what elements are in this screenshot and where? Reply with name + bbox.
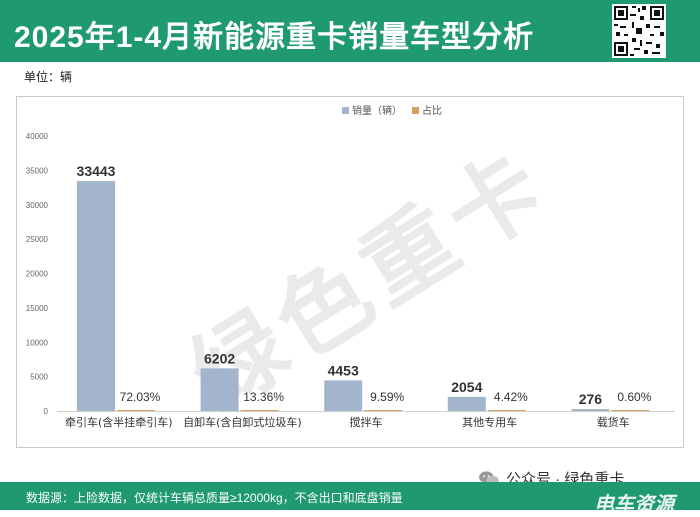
bar-chart: 绿色重卡 销量（辆） 占比 05000100001500020000250003… bbox=[26, 104, 675, 432]
bar-sales-value-label: 2054 bbox=[451, 379, 482, 395]
x-category-label: 其他专用车 bbox=[462, 415, 517, 429]
x-axis: 牵引车(含半挂牵引车) 自卸车(含自卸式垃圾车) 搅拌车 其他专用车 载货车 bbox=[65, 415, 630, 429]
bar-share-value-label: 0.60% bbox=[617, 390, 651, 404]
bar-sales bbox=[324, 380, 363, 411]
bar-share bbox=[117, 410, 155, 411]
legend-label-share: 占比 bbox=[422, 104, 442, 117]
y-tick-label: 30000 bbox=[26, 201, 49, 210]
bar-share bbox=[487, 410, 526, 411]
chart-panel: 绿色重卡 销量（辆） 占比 0 5000 10000 15000 20000 25000 3… bbox=[16, 96, 684, 448]
y-tick-label: 10000 bbox=[26, 338, 49, 347]
bar-share-value-label: 9.59% bbox=[370, 390, 404, 404]
x-category-label: 牵引车(含半挂牵引车) bbox=[65, 415, 173, 429]
y-tick-label: 5000 bbox=[30, 373, 48, 382]
bar-sales-value-label: 6202 bbox=[204, 350, 235, 366]
x-category-label: 载货车 bbox=[597, 415, 630, 429]
legend-swatch-sales bbox=[342, 107, 349, 114]
bar-share bbox=[240, 410, 279, 411]
bar-share bbox=[364, 410, 403, 411]
bar-share-value-label: 72.03% bbox=[120, 390, 161, 404]
header-banner: 2025年1-4月新能源重卡销量车型分析 bbox=[0, 0, 700, 62]
footer-bar: 数据源：上险数据，仅统计车辆总质量≥12000kg，不含出口和底盘销量 bbox=[0, 482, 700, 510]
page-title: 2025年1-4月新能源重卡销量车型分析 bbox=[14, 21, 535, 54]
x-category-label: 自卸车(含自卸式垃圾车) bbox=[183, 415, 302, 429]
y-tick-label: 0 bbox=[44, 407, 49, 416]
y-tick-label: 20000 bbox=[26, 270, 49, 279]
y-tick-label: 35000 bbox=[26, 166, 49, 175]
bar-share bbox=[611, 410, 650, 411]
bar-sales bbox=[447, 396, 486, 411]
y-tick-label: 15000 bbox=[26, 304, 49, 313]
unit-label: 单位：辆 bbox=[24, 70, 73, 84]
legend-label-sales: 销量（辆） bbox=[352, 104, 402, 117]
legend-swatch-share bbox=[412, 107, 419, 114]
bar-share-value-label: 13.36% bbox=[243, 390, 284, 404]
bars: 33443 72.03% 6202 13.36% 4453 9.59% 2054 4.42% 2… bbox=[77, 163, 652, 411]
bar-sales bbox=[571, 409, 610, 411]
bar-sales-value-label: 276 bbox=[579, 391, 603, 407]
x-category-label: 搅拌车 bbox=[350, 415, 383, 429]
data-source-note: 数据源：上险数据，仅统计车辆总质量≥12000kg，不含出口和底盘销量 bbox=[26, 491, 403, 505]
bar-sales-value-label: 33443 bbox=[77, 163, 116, 179]
bar-sales bbox=[200, 368, 239, 411]
qr-code-icon bbox=[612, 4, 666, 58]
y-axis: 0 5000 10000 15000 20000 25000 30000 35000 40000 bbox=[26, 132, 675, 416]
bar-sales bbox=[77, 181, 115, 411]
brand-logo-text: 电车资源 bbox=[594, 494, 674, 516]
chart-legend: 销量（辆） 占比 bbox=[342, 104, 442, 117]
bar-share-value-label: 4.42% bbox=[494, 390, 528, 404]
y-tick-label: 25000 bbox=[26, 235, 49, 244]
y-tick-label: 40000 bbox=[26, 132, 49, 141]
bar-sales-value-label: 4453 bbox=[328, 362, 359, 378]
